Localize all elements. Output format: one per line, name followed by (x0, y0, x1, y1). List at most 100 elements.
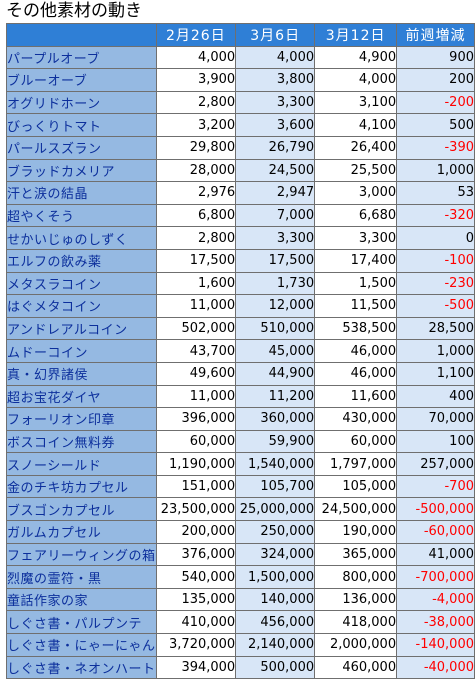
table-row: はぐメタコイン 11,000 12,000 11,500 -500 (6, 294, 475, 318)
price-cell: 2,976 (155, 181, 237, 205)
price-cell: 1,730 (235, 271, 316, 296)
item-name-cell: パープルオーブ (6, 45, 157, 70)
price-cell: 24,500 (235, 158, 316, 183)
weekly-change-cell: -390 (396, 135, 475, 160)
table-row: しぐさ書・ネオンハート 394,000 500,000 460,000 -40,000 (6, 655, 475, 680)
price-cell: 46,000 (314, 339, 398, 363)
price-cell: 7,000 (235, 203, 316, 228)
table-row: ブスゴンカプセル 23,500,000 25,000,000 24,500,000 -5… (6, 497, 475, 522)
price-cell: 250,000 (235, 520, 316, 544)
price-cell: 24,500,000 (314, 497, 398, 522)
table-row: 童話作家の家 135,000 140,000 136,000 -4,000 (6, 587, 475, 612)
weekly-change-cell: -200 (396, 90, 475, 115)
item-name-cell: エルフの飲み薬 (6, 248, 157, 273)
item-name-cell: 真・幻界諸侯 (6, 361, 157, 386)
price-cell: 17,500 (155, 248, 237, 273)
item-name-cell: ブスゴンカプセル (6, 497, 157, 522)
item-name-cell: ガルムカプセル (6, 520, 157, 544)
item-name-cell: スノーシールド (6, 452, 157, 476)
table-row: 汗と涙の結晶 2,976 2,947 3,000 53 (6, 181, 475, 205)
price-cell: 3,800 (235, 68, 316, 92)
price-cell: 12,000 (235, 294, 316, 318)
table-row: オグリドホーン 2,800 3,300 3,100 -200 (6, 90, 475, 115)
item-name-cell: びっくりトマト (6, 113, 157, 137)
table-row: メタスラコイン 1,600 1,730 1,500 -230 (6, 271, 475, 296)
price-cell: 2,800 (155, 226, 237, 250)
price-cell: 1,500 (314, 271, 398, 296)
price-cell: 3,900 (155, 68, 237, 92)
weekly-change-cell: 500 (396, 113, 475, 137)
table-row: ガルムカプセル 200,000 250,000 190,000 -60,000 (6, 520, 475, 544)
price-cell: 190,000 (314, 520, 398, 544)
column-header-mar12: 3月12日 (314, 23, 398, 47)
price-cell: 456,000 (235, 610, 316, 635)
weekly-change-cell: -100 (396, 248, 475, 273)
price-cell: 45,000 (235, 339, 316, 363)
weekly-change-cell: 28,500 (396, 316, 475, 341)
price-cell: 2,947 (235, 181, 316, 205)
table-body: パープルオーブ 4,000 4,000 4,900 900 ブルーオーブ 3,900 3,80… (6, 45, 475, 680)
header-row: 2月26日 3月6日 3月12日 前週増減 (6, 23, 475, 47)
weekly-change-cell: -500,000 (396, 497, 475, 522)
price-cell: 365,000 (314, 542, 398, 567)
item-name-cell: フォーリオン印章 (6, 407, 157, 431)
price-cell: 460,000 (314, 655, 398, 680)
table-row: ブルーオーブ 3,900 3,800 4,000 200 (6, 68, 475, 92)
price-cell: 6,680 (314, 203, 398, 228)
price-cell: 394,000 (155, 655, 237, 680)
price-cell: 538,500 (314, 316, 398, 341)
item-name-cell: メタスラコイン (6, 271, 157, 296)
price-cell: 1,500,000 (235, 565, 316, 589)
price-cell: 418,000 (314, 610, 398, 635)
price-cell: 4,900 (314, 45, 398, 70)
price-cell: 3,000 (314, 181, 398, 205)
weekly-change-cell: -40,000 (396, 655, 475, 680)
table-row: 超お宝花ダイヤ 11,000 11,200 11,600 400 (6, 384, 475, 409)
weekly-change-cell: 53 (396, 181, 475, 205)
price-cell: 510,000 (235, 316, 316, 341)
price-cell: 60,000 (314, 429, 398, 454)
price-cell: 28,000 (155, 158, 237, 183)
item-name-cell: パールスズラン (6, 135, 157, 160)
price-cell: 105,000 (314, 474, 398, 499)
price-cell: 2,800 (155, 90, 237, 115)
item-name-cell: ブルーオーブ (6, 68, 157, 92)
price-cell: 17,400 (314, 248, 398, 273)
price-cell: 11,600 (314, 384, 398, 409)
price-cell: 60,000 (155, 429, 237, 454)
table-row: 烈魔の霊符・黒 540,000 1,500,000 800,000 -700,000 (6, 565, 475, 589)
item-name-cell: 童話作家の家 (6, 587, 157, 612)
table-row: アンドレアルコイン 502,000 510,000 538,500 28,500 (6, 316, 475, 341)
item-name-cell: 烈魔の霊符・黒 (6, 565, 157, 589)
table-row: ブラッドカメリア 28,000 24,500 25,500 1,000 (6, 158, 475, 183)
price-cell: 410,000 (155, 610, 237, 635)
price-cell: 46,000 (314, 361, 398, 386)
price-cell: 540,000 (155, 565, 237, 589)
weekly-change-cell: -38,000 (396, 610, 475, 635)
item-name-cell: ブラッドカメリア (6, 158, 157, 183)
weekly-change-cell: -230 (396, 271, 475, 296)
weekly-change-cell: 41,000 (396, 542, 475, 567)
item-name-cell: 汗と涙の結晶 (6, 181, 157, 205)
price-cell: 3,720,000 (155, 633, 237, 657)
price-cell: 135,000 (155, 587, 237, 612)
item-name-cell: フェアリーウィングの箱 (6, 542, 157, 567)
price-cell: 324,000 (235, 542, 316, 567)
price-cell: 140,000 (235, 587, 316, 612)
weekly-change-cell: -60,000 (396, 520, 475, 544)
item-name-cell: オグリドホーン (6, 90, 157, 115)
price-cell: 23,500,000 (155, 497, 237, 522)
item-name-cell: しぐさ書・ネオンハート (6, 655, 157, 680)
table-row: フェアリーウィングの箱 376,000 324,000 365,000 41,000 (6, 542, 475, 567)
weekly-change-cell: 400 (396, 384, 475, 409)
weekly-change-cell: 200 (396, 68, 475, 92)
table-row: エルフの飲み薬 17,500 17,500 17,400 -100 (6, 248, 475, 273)
table-row: 金のチキ坊カプセル 151,000 105,700 105,000 -700 (6, 474, 475, 499)
price-cell: 11,000 (155, 294, 237, 318)
price-cell: 502,000 (155, 316, 237, 341)
price-cell: 59,900 (235, 429, 316, 454)
price-cell: 25,500 (314, 158, 398, 183)
table-row: しぐさ書・パルプンテ 410,000 456,000 418,000 -38,000 (6, 610, 475, 635)
weekly-change-cell: -700 (396, 474, 475, 499)
weekly-change-cell: -4,000 (396, 587, 475, 612)
